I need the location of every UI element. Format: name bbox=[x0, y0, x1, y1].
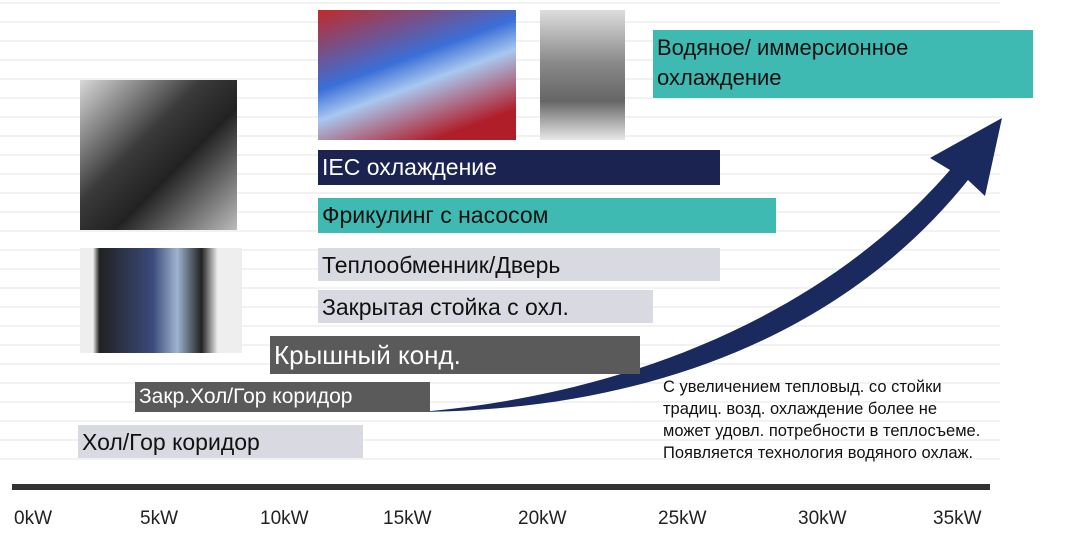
cables-image bbox=[318, 10, 516, 140]
arrow bbox=[420, 118, 1002, 412]
tech-bar: Закр.Хол/Гор коридор bbox=[135, 382, 430, 412]
note-line: может удовл. потребности в теплосъеме. bbox=[663, 422, 981, 440]
rack-image bbox=[80, 80, 237, 230]
axis-label: 20kW bbox=[518, 508, 567, 529]
tech-bar: IEC охлаждение bbox=[318, 150, 720, 185]
axis-label: 15kW bbox=[383, 508, 432, 529]
tech-bar: Фрикулинг с насосом bbox=[318, 198, 776, 233]
note-line: С увеличением тепловыд. со стойки bbox=[663, 378, 942, 396]
tech-bar: Хол/Гор коридор bbox=[78, 425, 363, 458]
tech-bar: Водяное/ иммерсионное охлаждение bbox=[653, 30, 1033, 98]
server-image bbox=[540, 10, 625, 140]
tech-bar: Закрытая стойка с охл. bbox=[318, 290, 653, 323]
note-line: традиц. возд. охлаждение более не bbox=[663, 400, 938, 418]
axis-label: 0kW bbox=[14, 508, 52, 529]
note: С увеличением тепловыд. со стойки традиц… bbox=[663, 376, 980, 464]
axis-label: 10kW bbox=[260, 508, 309, 529]
axis-label: 25kW bbox=[658, 508, 707, 529]
axis-label: 35kW bbox=[933, 508, 982, 529]
axis-label: 5kW bbox=[140, 508, 178, 529]
corridor-image bbox=[80, 248, 242, 353]
tech-bar: Крышный конд. bbox=[270, 336, 640, 374]
note-line: Появляется технология водяного охлаж. bbox=[663, 444, 974, 462]
tech-bar: Теплообменник/Дверь bbox=[318, 248, 720, 281]
axis-label: 30kW bbox=[798, 508, 847, 529]
